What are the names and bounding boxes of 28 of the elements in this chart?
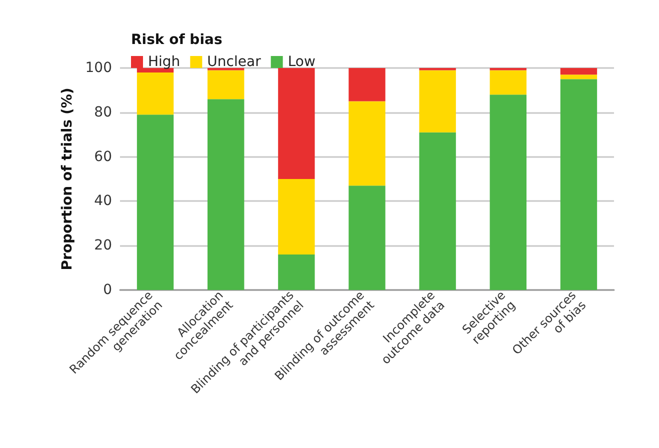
bar	[419, 132, 456, 290]
bar	[278, 254, 315, 290]
y-tick-label: 100	[85, 60, 112, 76]
bar	[348, 186, 386, 290]
y-tick-label: 20	[94, 238, 112, 254]
y-tick-label: 0	[103, 282, 112, 298]
legend-title: Risk of bias	[131, 32, 222, 48]
bar	[560, 79, 598, 290]
bar	[278, 68, 315, 179]
bar	[136, 114, 174, 290]
bar	[490, 70, 526, 95]
bar	[136, 72, 174, 115]
bar	[419, 70, 456, 132]
bar	[348, 68, 386, 102]
y-tick-label: 80	[94, 104, 112, 120]
bar	[208, 70, 244, 100]
y-tick-label: 40	[94, 193, 112, 210]
bar	[560, 68, 598, 75]
bar	[278, 179, 315, 254]
bar	[348, 101, 386, 186]
legend-label: Unclear	[207, 54, 262, 70]
bar	[208, 99, 244, 290]
bar	[490, 94, 526, 290]
y-tick-label: 60	[94, 148, 112, 165]
legend-label: High	[148, 54, 180, 70]
y-axis-title: Proportion of trials (%)	[59, 88, 76, 270]
legend-label: Low	[288, 54, 316, 70]
bar	[560, 74, 598, 80]
